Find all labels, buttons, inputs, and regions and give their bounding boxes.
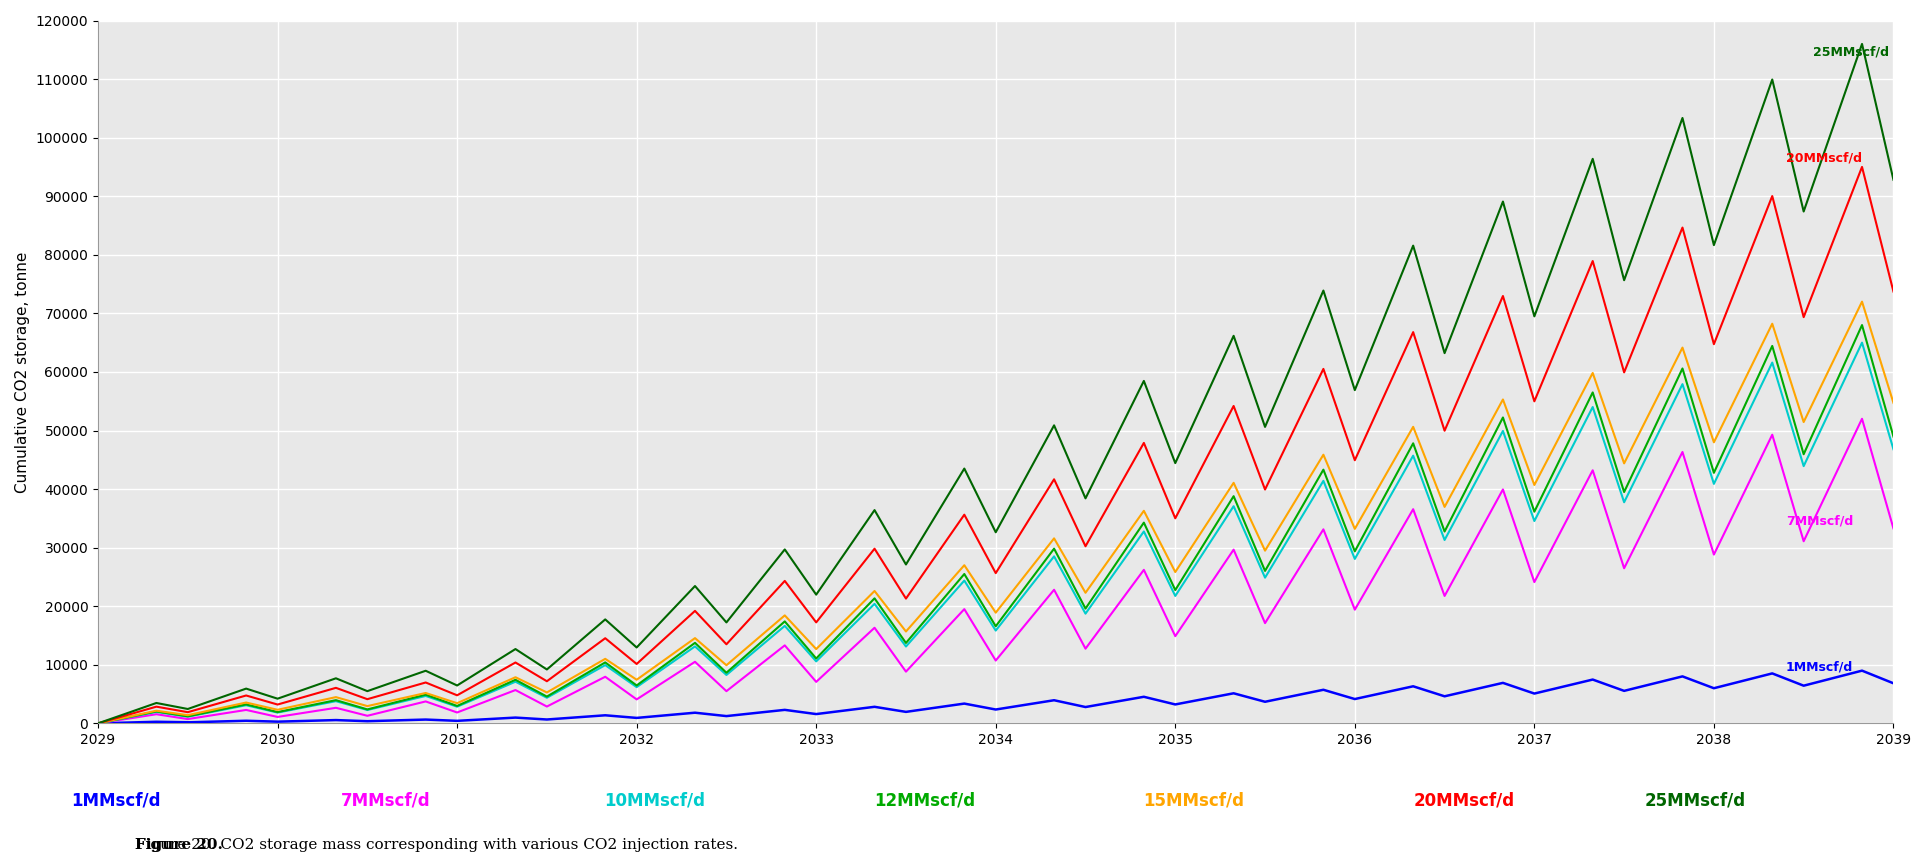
Text: 25MMscf/d: 25MMscf/d [1645, 792, 1745, 810]
Text: Figure 20.: Figure 20. [135, 837, 223, 851]
Text: 25MMscf/d: 25MMscf/d [1812, 46, 1889, 59]
Text: 1MMscf/d: 1MMscf/d [71, 792, 160, 810]
Text: Figure 20. CO2 storage mass corresponding with various CO2 injection rates.: Figure 20. CO2 storage mass correspondin… [135, 837, 738, 851]
Text: 20MMscf/d: 20MMscf/d [1414, 792, 1514, 810]
Text: 20MMscf/d: 20MMscf/d [1785, 151, 1862, 164]
Text: 10MMscf/d: 10MMscf/d [605, 792, 705, 810]
Y-axis label: Cumulative CO2 storage, tonne: Cumulative CO2 storage, tonne [15, 251, 31, 493]
Text: 7MMscf/d: 7MMscf/d [341, 792, 429, 810]
Text: 7MMscf/d: 7MMscf/d [1785, 514, 1853, 527]
Text: 1MMscf/d: 1MMscf/d [1785, 661, 1853, 674]
Text: 12MMscf/d: 12MMscf/d [874, 792, 975, 810]
Text: 15MMscf/d: 15MMscf/d [1144, 792, 1244, 810]
